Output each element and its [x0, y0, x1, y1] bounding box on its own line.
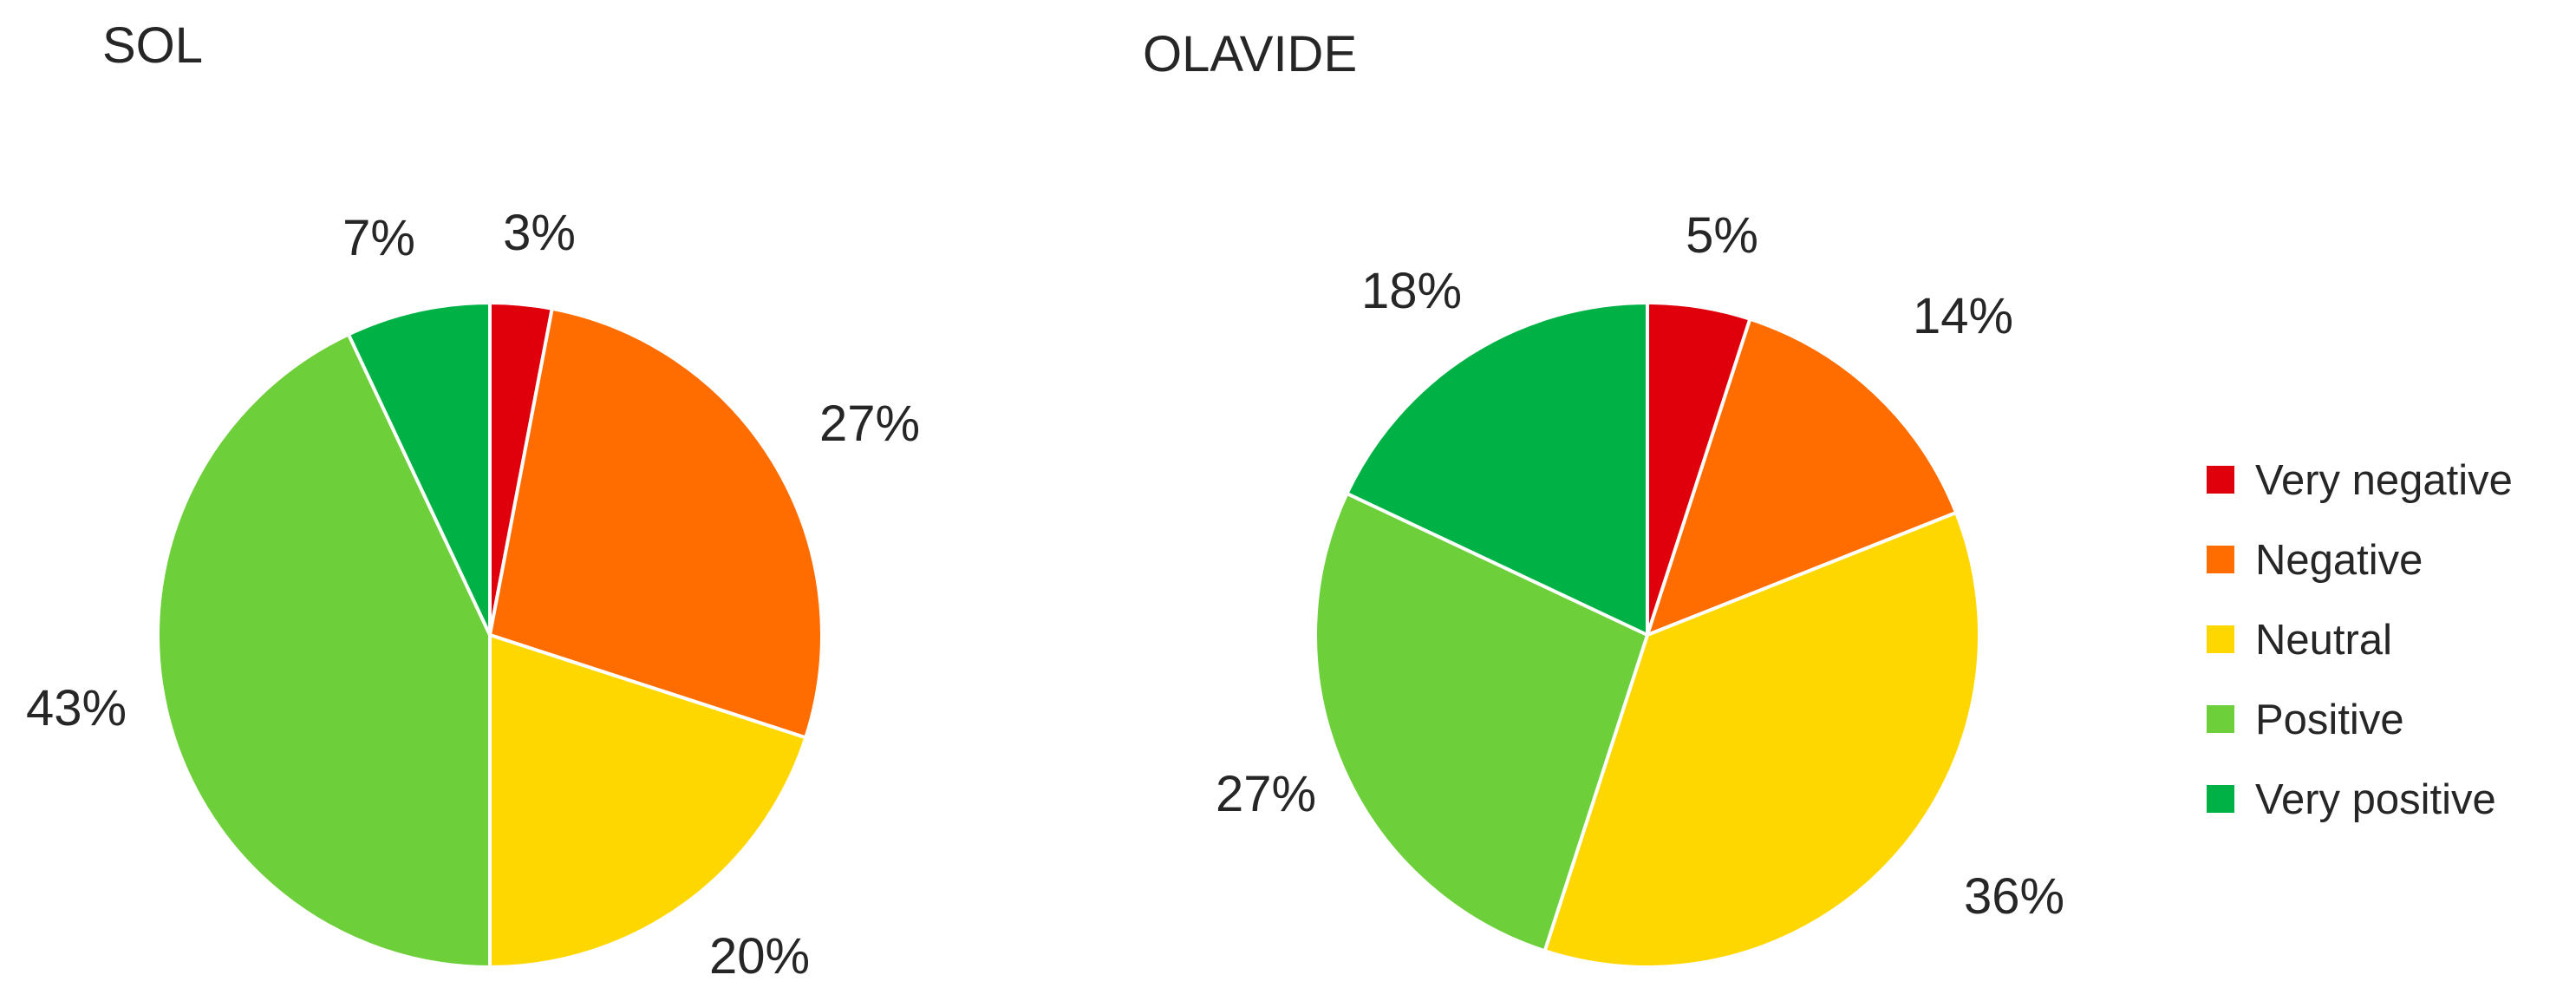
legend-swatch-negative [2207, 546, 2234, 573]
legend-swatch-very-positive [2207, 785, 2234, 813]
pie-slice-sol-negative [488, 306, 824, 740]
chart-title-olavide: OLAVIDE [1143, 26, 1357, 82]
legend-label-neutral: Neutral [2255, 617, 2392, 664]
data-label-olavide-very-negative: 5% [1686, 207, 1758, 264]
pie-slice-sol-very-positive [346, 301, 492, 637]
data-label-sol-very-positive: 7% [342, 210, 415, 266]
pie-labels-olavide: 5% 14% 36% 27% 18% [1216, 207, 2064, 925]
data-label-olavide-negative: 14% [1913, 288, 2013, 344]
legend-swatch-very-negative [2207, 466, 2234, 494]
legend-swatch-positive [2207, 705, 2234, 733]
data-label-sol-negative: 27% [819, 396, 920, 452]
legend-label-positive: Positive [2255, 697, 2404, 743]
pie-slices-sol [156, 301, 824, 969]
legend-label-negative: Negative [2255, 537, 2423, 584]
data-label-olavide-neutral: 36% [1964, 868, 2064, 925]
data-label-olavide-very-positive: 18% [1361, 263, 1462, 319]
pie-slice-sol-neutral [488, 633, 808, 969]
pie-slice-olavide-positive [1314, 491, 1649, 953]
pie-labels-sol: 3% 27% 20% 43% 7% [26, 205, 920, 985]
chart-title-sol: SOL [102, 17, 203, 74]
legend: Very negative Negative Neutral Positive Very… [2207, 457, 2513, 823]
pie-slices-olavide [1314, 301, 1981, 969]
data-label-sol-neutral: 20% [709, 928, 810, 985]
pie-slice-olavide-very-positive [1345, 301, 1649, 637]
legend-label-very-positive: Very positive [2255, 776, 2496, 823]
pie-chart-olavide: OLAVIDE 5% 14% 36% 27% 18% [1143, 26, 2064, 969]
legend-item-very-positive: Very positive [2207, 776, 2496, 823]
legend-label-very-negative: Very negative [2255, 457, 2513, 504]
pie-slice-olavide-neutral [1542, 511, 1981, 969]
legend-item-positive: Positive [2207, 697, 2404, 743]
legend-item-neutral: Neutral [2207, 617, 2392, 664]
data-label-olavide-positive: 27% [1216, 766, 1316, 822]
pie-slice-olavide-negative [1646, 317, 1959, 637]
legend-item-negative: Negative [2207, 537, 2423, 584]
pie-chart-sol: SOL 3% 27% 20% 43% 7% [26, 17, 920, 985]
legend-item-very-negative: Very negative [2207, 457, 2513, 504]
legend-swatch-neutral [2207, 625, 2234, 653]
data-label-sol-very-negative: 3% [503, 205, 576, 261]
pie-slice-sol-positive [156, 332, 492, 969]
data-label-sol-positive: 43% [26, 680, 127, 736]
